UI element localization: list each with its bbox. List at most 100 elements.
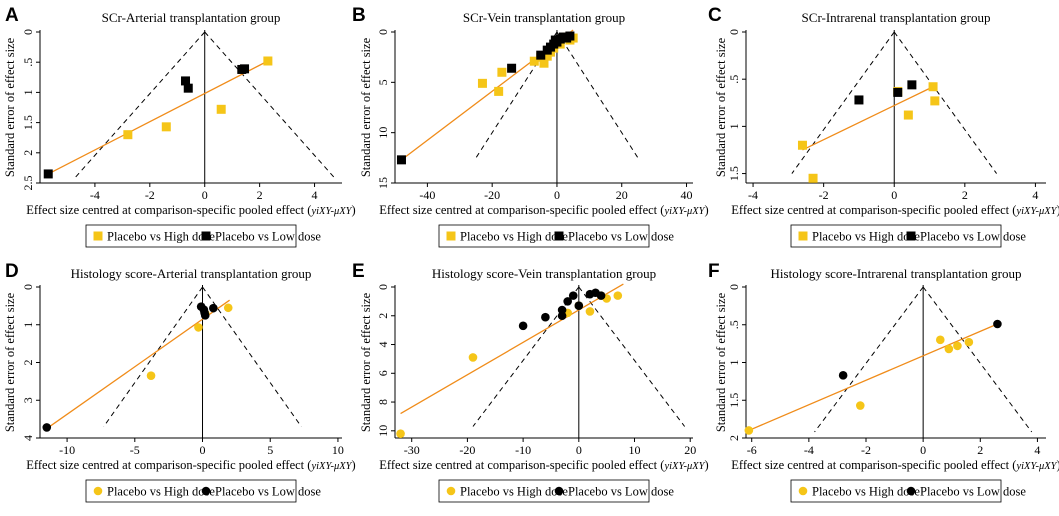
low-dose-point — [209, 303, 218, 313]
legend-label: Placebo vs Low dose — [920, 485, 1026, 499]
high-dose-point — [953, 341, 962, 351]
legend-low-dose-marker — [201, 231, 211, 241]
y-axis-label: Standard error of effect size — [359, 292, 373, 432]
y-tick-label: 5 — [376, 79, 390, 85]
panel-title: Histology score-Arterial transplantation… — [71, 266, 312, 281]
legend-label: Placebo vs Low dose — [568, 230, 674, 244]
high-dose-point — [585, 307, 595, 316]
high-dose-point — [808, 173, 818, 183]
y-tick-label: 3 — [21, 397, 35, 403]
panel-title: SCr-Arterial transplantation group — [102, 10, 281, 25]
x-tick-label: -4 — [748, 188, 758, 202]
high-dose-point — [930, 96, 940, 106]
x-axis-label: Effect size centred at comparison-specif… — [26, 203, 355, 217]
high-dose-point — [468, 353, 478, 362]
y-tick-label: .5 — [727, 320, 741, 329]
panel-title: Histology score-Vein transplantation gro… — [432, 266, 656, 281]
y-tick-label: 1 — [727, 123, 741, 129]
y-tick-label: 1.5 — [727, 393, 741, 408]
panel-letter: E — [352, 261, 365, 282]
y-tick-label: 2 — [21, 360, 35, 366]
low-dose-point — [838, 371, 848, 380]
low-dose-point — [181, 76, 191, 86]
legend-box — [85, 224, 297, 248]
x-tick-label: 0 — [202, 188, 208, 202]
legend-high-dose-marker — [446, 486, 456, 496]
x-tick-label: 0 — [576, 443, 582, 457]
high-dose-point — [964, 337, 974, 347]
x-tick-label: 0 — [891, 188, 897, 202]
x-tick-label: 5 — [267, 443, 273, 457]
y-axis-label: Standard error of effect size — [3, 292, 17, 432]
high-dose-point — [944, 344, 954, 354]
y-tick-label: 0 — [727, 284, 741, 290]
high-dose-point — [161, 122, 171, 132]
panel-letter: B — [352, 5, 366, 26]
legend-box — [438, 479, 650, 503]
legend-label: Placebo vs High dose — [460, 230, 568, 244]
panel-letter: C — [708, 5, 722, 26]
y-axis-label: Standard error of effect size — [714, 292, 728, 432]
low-dose-point — [183, 83, 193, 93]
legend-label: Placebo vs High dose — [812, 230, 920, 244]
legend-label: Placebo vs High dose — [812, 485, 920, 499]
y-tick-label: 0 — [376, 29, 390, 35]
high-dose-point — [194, 323, 203, 332]
y-tick-label: 0 — [727, 29, 741, 35]
x-tick-label: 2 — [977, 443, 983, 457]
high-dose-point — [928, 82, 938, 92]
y-tick-label: 1 — [727, 360, 741, 366]
panel-d: D Histology score-Arterial transplantatio… — [3, 261, 356, 503]
panel-f: F Histology score-Intrarenal transplantat… — [708, 261, 1059, 503]
low-dose-point — [893, 87, 903, 97]
low-dose-point — [596, 291, 606, 300]
high-dose-point — [216, 104, 226, 114]
x-tick-label: 20 — [684, 443, 696, 457]
y-tick-label: 10 — [376, 425, 390, 437]
low-dose-point — [574, 301, 584, 310]
y-tick-label: 8 — [376, 399, 390, 405]
fit-line — [802, 86, 934, 151]
high-dose-point — [263, 56, 273, 66]
high-dose-point — [494, 86, 504, 96]
y-tick-label: 15 — [376, 177, 390, 189]
low-dose-point — [518, 321, 528, 331]
low-dose-point — [200, 311, 210, 320]
legend-low-dose-marker — [554, 231, 564, 241]
y-tick-label: 2 — [21, 150, 35, 156]
x-tick-label: -10 — [515, 443, 531, 457]
y-tick-label: 1.5 — [727, 166, 741, 181]
funnel-right-line — [556, 31, 639, 159]
funnel-right-line — [204, 31, 335, 178]
y-tick-label: 2.5 — [21, 176, 35, 191]
x-tick-label: -4 — [804, 443, 814, 457]
panel-title: SCr-Vein transplantation group — [463, 10, 625, 25]
x-axis-label: Effect size centred at comparison-specif… — [731, 458, 1059, 472]
y-tick-label: 4 — [21, 435, 35, 441]
low-dose-point — [565, 31, 575, 41]
funnel-left-line — [791, 31, 895, 174]
x-axis-label: Effect size centred at comparison-specif… — [26, 458, 355, 472]
x-tick-label: 10 — [629, 443, 641, 457]
x-tick-label: -20 — [484, 188, 500, 202]
funnel-right-line — [578, 286, 686, 427]
legend-label: Placebo vs Low dose — [215, 230, 321, 244]
legend-label: Placebo vs High dose — [107, 485, 215, 499]
high-dose-point — [146, 371, 156, 381]
funnel-left-line — [814, 286, 924, 433]
low-dose-point — [993, 319, 1002, 329]
y-tick-label: 4 — [376, 342, 390, 348]
x-axis-label: Effect size centred at comparison-specif… — [379, 458, 708, 472]
y-tick-label: 2 — [376, 313, 390, 319]
panel-a: A SCr-Arterial transplantation group 0 .5 1 1… — [3, 5, 356, 248]
high-dose-point — [539, 58, 549, 68]
legend-label: Placebo vs Low dose — [215, 485, 321, 499]
x-tick-label: -2 — [861, 443, 871, 457]
low-dose-point — [536, 50, 546, 60]
x-tick-label: 0 — [200, 443, 206, 457]
fit-line — [47, 60, 269, 175]
low-dose-point — [568, 291, 578, 300]
legend-high-dose-marker — [446, 231, 456, 241]
fit-line — [748, 323, 998, 432]
y-tick-label: 1 — [21, 322, 35, 328]
